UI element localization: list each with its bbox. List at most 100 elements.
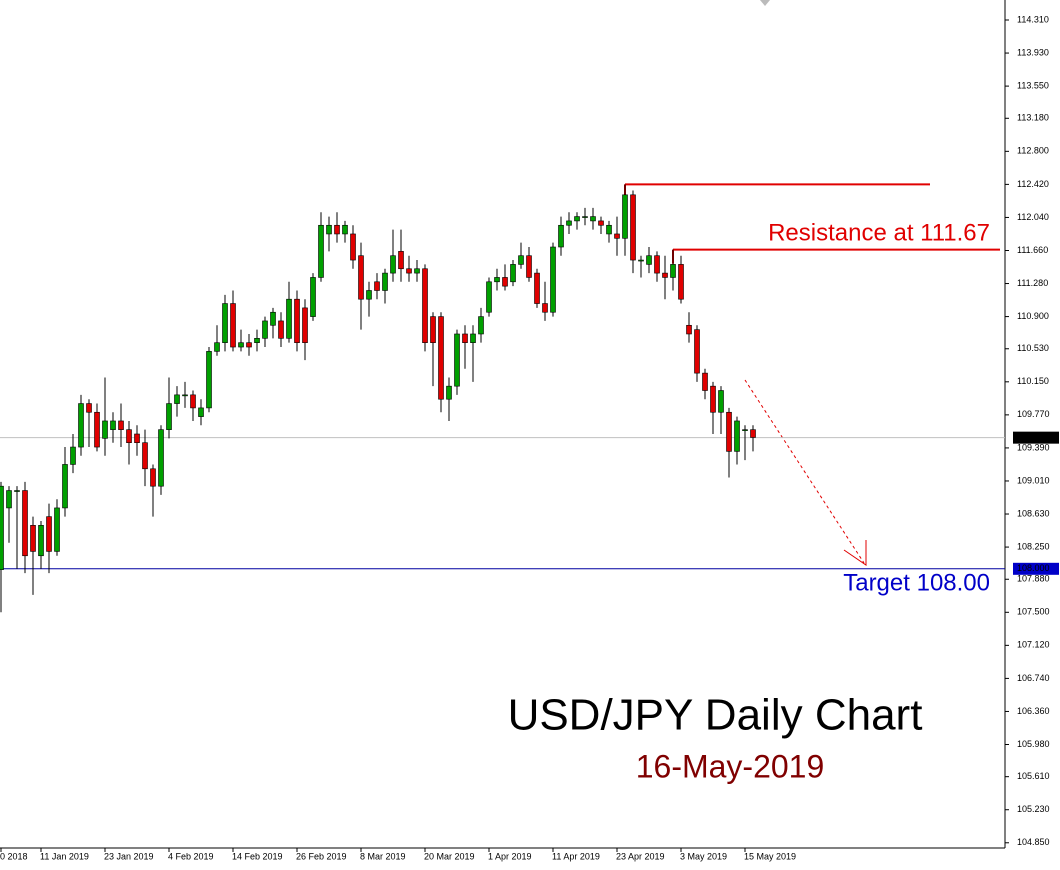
x-tick-label: 26 Feb 2019 — [296, 851, 347, 861]
candle-body — [398, 251, 404, 270]
candle-body — [630, 194, 636, 261]
price-label-box — [1013, 431, 1059, 444]
candle-body — [86, 403, 92, 413]
candle-body — [502, 277, 508, 287]
candle-body — [262, 320, 268, 339]
candle-body — [142, 442, 148, 470]
candle-body — [342, 224, 348, 235]
y-tick-label: 110.530 — [1017, 343, 1049, 353]
candle-body — [622, 194, 628, 239]
candle-body — [526, 255, 532, 278]
candle-body — [566, 220, 572, 226]
candle-body — [670, 264, 676, 278]
candle-body — [6, 490, 12, 509]
x-tick-label: 1 Apr 2019 — [488, 851, 532, 861]
candle-body — [0, 485, 4, 570]
candle-body — [166, 403, 172, 430]
price-label-box — [1013, 562, 1059, 575]
candle-body — [94, 411, 100, 448]
candle-body — [254, 338, 260, 343]
candle-body — [14, 490, 20, 492]
candle-body — [134, 433, 140, 443]
candle-body — [750, 429, 756, 438]
candle-body — [598, 220, 604, 226]
chart-title: USD/JPY Daily Chart — [508, 691, 923, 740]
y-tick-label: 113.550 — [1017, 80, 1049, 90]
candle-body — [310, 277, 316, 317]
candle-body — [574, 216, 580, 222]
y-tick-label: 108.630 — [1017, 508, 1050, 518]
candle-body — [286, 298, 292, 339]
x-tick-label: 20 Mar 2019 — [424, 851, 475, 861]
candle-body — [270, 311, 276, 326]
y-tick-label: 108.250 — [1017, 541, 1050, 551]
candle-body — [126, 429, 132, 443]
y-tick-label: 105.980 — [1017, 739, 1050, 749]
candle-body — [38, 525, 44, 557]
y-tick-label: 114.310 — [1017, 14, 1049, 24]
y-tick-label: 111.660 — [1017, 245, 1048, 255]
candle-body — [438, 316, 444, 400]
candle-body — [302, 307, 308, 343]
candle-body — [358, 255, 364, 300]
candle-body — [294, 298, 300, 343]
y-tick-label: 109.010 — [1017, 475, 1050, 485]
y-tick-label: 112.800 — [1017, 146, 1049, 156]
candle-body — [686, 324, 692, 335]
candle-body — [710, 385, 716, 413]
candle-body — [190, 394, 196, 409]
candle-body — [102, 420, 108, 439]
y-tick-label: 113.180 — [1017, 113, 1049, 123]
candle-body — [54, 507, 60, 552]
candle-body — [78, 403, 84, 448]
y-tick-label: 109.770 — [1017, 409, 1050, 419]
y-tick-label: 110.150 — [1017, 376, 1049, 386]
candle-body — [494, 277, 500, 283]
candle-body — [470, 333, 476, 343]
y-tick-label: 112.040 — [1017, 212, 1049, 222]
candle-body — [150, 468, 156, 487]
y-tick-label: 112.420 — [1017, 179, 1049, 189]
candle-body — [22, 490, 28, 557]
y-tick-label: 105.610 — [1017, 771, 1050, 781]
candle-body — [462, 333, 468, 343]
candle-body — [510, 264, 516, 283]
candle-body — [230, 303, 236, 348]
candle-body — [206, 351, 212, 409]
candle-body — [334, 224, 340, 235]
y-tick-label: 109.390 — [1017, 442, 1050, 452]
x-tick-label: 3 May 2019 — [680, 851, 727, 861]
x-tick-label: 8 Mar 2019 — [360, 851, 406, 861]
candle-body — [110, 420, 116, 430]
price-label: 109.508 — [1017, 432, 1050, 442]
candle-body — [518, 255, 524, 265]
candle-body — [246, 342, 252, 348]
candle-body — [46, 516, 52, 552]
x-tick-label: 4 Feb 2019 — [168, 851, 214, 861]
candle-body — [406, 268, 412, 274]
x-tick-label: 23 Jan 2019 — [104, 851, 154, 861]
scroll-marker — [760, 0, 770, 6]
candle-body — [222, 303, 228, 343]
candle-body — [422, 268, 428, 343]
x-tick-label: 14 Feb 2019 — [232, 851, 283, 861]
candle-body — [70, 446, 76, 465]
x-tick-label: 23 Apr 2019 — [616, 851, 665, 861]
candle-body — [734, 420, 740, 452]
target-arrow — [744, 379, 865, 564]
candle-body — [678, 264, 684, 300]
candle-body — [654, 255, 660, 274]
candle-body — [542, 303, 548, 313]
candle-body — [454, 333, 460, 387]
y-tick-label: 113.930 — [1017, 47, 1049, 57]
y-tick-label: 111.280 — [1017, 278, 1048, 288]
candle-body — [198, 407, 204, 417]
y-tick-label: 110.900 — [1017, 311, 1049, 321]
x-tick-label: 0 2018 — [0, 851, 28, 861]
x-tick-label: 15 May 2019 — [744, 851, 796, 861]
candle-body — [590, 216, 596, 222]
candle-body — [238, 342, 244, 348]
candle-body — [382, 272, 388, 291]
